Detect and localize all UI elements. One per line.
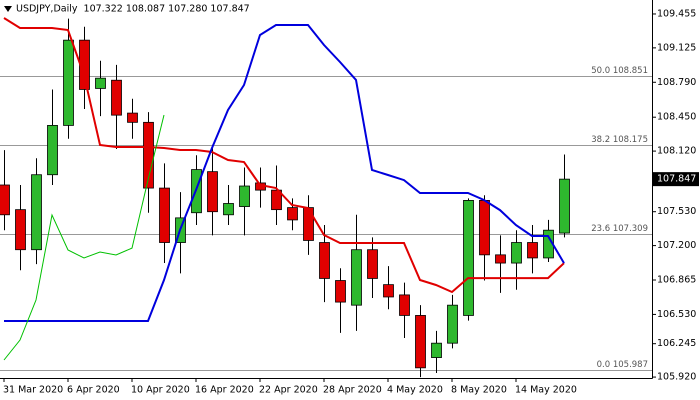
candle-body: [239, 185, 250, 207]
candle-body: [431, 342, 442, 358]
y-tick-label: 108.450: [657, 112, 696, 123]
y-tick-label: 106.865: [657, 275, 696, 286]
candle-body: [15, 209, 26, 251]
x-tick-label: 6 Apr 2020: [67, 385, 120, 396]
candle-body: [559, 178, 570, 234]
current-price-label: 107.847: [657, 174, 696, 185]
fib-label: 38.2 108.175: [591, 135, 648, 145]
candle-body: [383, 284, 394, 298]
fib-label: 50.0 108.851: [591, 66, 648, 76]
x-tick-label: 4 May 2020: [387, 385, 443, 396]
candle-body: [527, 242, 538, 259]
fib-label: 0.0 105.987: [597, 360, 648, 370]
candle-body: [63, 39, 74, 126]
indicator-line: [4, 24, 565, 322]
x-tick-label: 10 Apr 2020: [131, 385, 190, 396]
x-tick-label: 14 May 2020: [515, 385, 577, 396]
chart-title: USDJPY,Daily 107.322 108.087 107.280 107…: [16, 4, 250, 15]
y-tick-label: 106.530: [657, 309, 696, 320]
candle-body: [367, 249, 378, 279]
y-tick-label: 108.790: [657, 77, 696, 88]
y-tick-label: 107.200: [657, 240, 696, 251]
y-tick-label: 106.245: [657, 338, 696, 349]
current-price-box: [653, 172, 699, 187]
x-tick-label: 28 Apr 2020: [323, 385, 382, 396]
candle-body: [159, 187, 170, 243]
candle-body: [127, 112, 138, 123]
candle-body: [447, 304, 458, 344]
fib-label: 23.6 107.309: [591, 224, 648, 234]
y-tick-label: 107.530: [657, 206, 696, 217]
y-tick-label: 105.920: [657, 372, 696, 383]
candle-body: [319, 242, 330, 279]
y-tick-label: 108.120: [657, 146, 696, 157]
candle-body: [399, 294, 410, 316]
plot-area: 50.0 108.851 38.2 108.175 23.6 107.309 0.0 …: [0, 17, 652, 378]
candle-body: [223, 203, 234, 216]
menu-triangle[interactable]: [4, 6, 12, 12]
candle-body: [415, 315, 426, 369]
candle-body: [95, 77, 106, 89]
y-tick-label: 109.125: [657, 42, 696, 53]
candle-body: [207, 171, 218, 213]
candle-body: [495, 254, 506, 264]
candle-body: [287, 207, 298, 221]
candle-body: [143, 121, 154, 189]
candle-body: [31, 174, 42, 251]
candle-body: [47, 125, 58, 176]
candle-body: [111, 79, 122, 116]
candle-body: [511, 242, 522, 264]
candle-body: [303, 207, 314, 241]
x-tick-label: 31 Mar 2020: [3, 385, 63, 396]
indicator-line: [3, 114, 165, 361]
indicator-line: [3, 17, 565, 294]
candle-body: [271, 189, 282, 211]
x-tick-label: 16 Apr 2020: [195, 385, 254, 396]
x-tick-label: 22 Apr 2020: [259, 385, 318, 396]
candle-body: [351, 249, 362, 306]
candle-body: [335, 280, 346, 303]
candle-body: [463, 200, 474, 316]
candle-body: [0, 184, 10, 216]
candle-body: [479, 200, 490, 256]
y-tick-label: 109.455: [657, 8, 696, 19]
x-tick-label: 8 May 2020: [451, 385, 507, 396]
